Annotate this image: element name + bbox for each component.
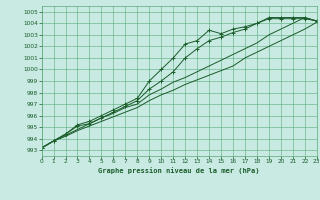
X-axis label: Graphe pression niveau de la mer (hPa): Graphe pression niveau de la mer (hPa) [99, 167, 260, 174]
